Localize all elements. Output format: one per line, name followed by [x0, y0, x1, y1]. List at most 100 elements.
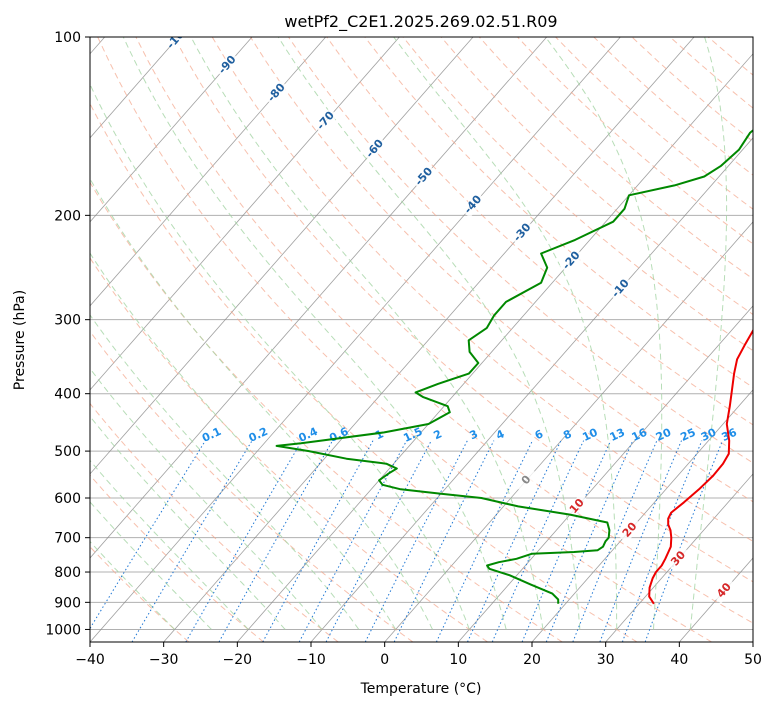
dry-adiabat-line — [135, 37, 753, 624]
pressure-gridlines — [90, 37, 753, 630]
y-tick-label: 400 — [54, 387, 81, 403]
mixing-ratio-line — [298, 440, 408, 642]
y-tick-label: 700 — [54, 531, 81, 547]
x-axis-ticks: −40 −30 −20 −10 0 10 20 30 40 50 — [75, 642, 762, 668]
x-tick-label: 50 — [744, 652, 762, 668]
x-tick-label: 0 — [380, 652, 389, 668]
x-tick-label: −10 — [296, 652, 326, 668]
moist-adiabat-line — [90, 314, 360, 630]
isotherm-line — [90, 37, 474, 475]
mixing-ratio-line — [262, 440, 374, 642]
dry-adiabat-line — [90, 102, 638, 642]
y-tick-label: 300 — [54, 313, 81, 329]
mixing-ratio-line — [393, 440, 495, 642]
isotherm-label-bg — [617, 517, 643, 544]
x-tick-label: 20 — [523, 652, 541, 668]
dewpoint-line — [275, 129, 753, 604]
y-tick-label: 1000 — [45, 622, 81, 638]
moist-adiabat-line — [90, 415, 286, 630]
mixing-ratio-label: 10 — [580, 426, 600, 444]
mixing-ratio-label: 25 — [678, 426, 697, 444]
mixing-ratio-line — [218, 440, 334, 642]
dry-adiabat-line — [326, 37, 753, 426]
isotherm-label-bg — [711, 577, 737, 604]
isotherm-label-bg — [608, 275, 634, 302]
y-axis-title: Pressure (hPa) — [12, 290, 28, 390]
moist-adiabat-line — [90, 367, 323, 630]
isotherm-label-bg — [460, 191, 486, 218]
dry-adiabat-line — [90, 181, 563, 642]
plot-area: -100-90-80-70-60-50-40-30-20-10010203040… — [90, 37, 753, 642]
moist-adiabat-line — [122, 37, 507, 630]
isotherm-lines — [90, 37, 753, 642]
y-tick-label: 500 — [54, 444, 81, 460]
moist-adiabat-line — [90, 252, 397, 630]
mixing-ratio-line — [185, 440, 303, 642]
x-tick-label: −20 — [223, 652, 253, 668]
dry-adiabat-line — [90, 474, 264, 642]
moist-adiabat-line — [393, 37, 618, 630]
isotherm-line — [90, 37, 400, 391]
dry-adiabat-line — [97, 37, 712, 642]
x-tick-label: 10 — [449, 652, 467, 668]
moist-adiabat-line — [689, 37, 728, 630]
moist-adiabat-line — [90, 83, 470, 630]
y-tick-label: 800 — [54, 565, 81, 581]
isotherm-line — [458, 305, 753, 642]
isotherm-label-bg — [313, 107, 339, 134]
plot-frame — [89, 36, 754, 643]
isotherm-line — [90, 37, 621, 642]
isotherm-label-bg — [514, 467, 539, 494]
mixing-ratio-label: 30 — [699, 426, 719, 444]
moist-adiabat-line — [277, 37, 581, 630]
mixing-ratio-line — [491, 440, 585, 642]
y-tick-label: 100 — [54, 30, 81, 46]
isotherm-label-bg — [362, 135, 388, 162]
mixing-ratio-line — [521, 440, 612, 642]
dry-adiabat-line — [211, 37, 753, 542]
x-tick-label: 40 — [670, 652, 688, 668]
isotherm-label-bg — [559, 247, 585, 274]
isotherm-line — [605, 473, 753, 642]
dry-adiabat-line — [249, 37, 753, 503]
y-tick-label: 200 — [54, 208, 81, 224]
mixing-ratio-label: 20 — [654, 426, 674, 444]
isotherm-label-bg — [564, 493, 590, 520]
y-axis-ticks: 100 200 300 400 500 600 700 800 900 1000 — [45, 30, 90, 638]
dry-adiabat-line — [288, 37, 753, 464]
moist-adiabat-line — [90, 459, 249, 630]
isotherm-label-bg — [510, 219, 535, 246]
isotherm-label-bg — [264, 79, 290, 106]
y-tick-label: 600 — [54, 491, 81, 507]
isotherm-label-bg — [165, 37, 191, 50]
moist-adiabat-line — [545, 37, 663, 630]
dry-adiabat-line — [90, 257, 488, 642]
x-axis-title: Temperature (°C) — [360, 681, 482, 697]
mixing-ratio-line — [364, 440, 468, 642]
isotherm-line — [90, 37, 327, 307]
mixing-ratio-label: 16 — [630, 426, 650, 444]
isotherm-line — [531, 389, 753, 642]
dry-adiabat-line — [90, 330, 414, 642]
mixing-ratio-line — [131, 440, 253, 642]
isotherm-line — [384, 221, 753, 642]
isotherm-label-bg — [411, 163, 437, 190]
isotherm-label-bg — [215, 52, 241, 78]
y-tick-label: 900 — [54, 595, 81, 611]
isotherm-label-bg — [666, 545, 692, 572]
sounding-series — [275, 129, 753, 605]
isotherm-line — [163, 37, 695, 642]
temperature-line — [648, 328, 753, 605]
x-tick-label: 30 — [597, 652, 615, 668]
isotherm-line — [90, 37, 253, 223]
mixing-ratio-line — [90, 440, 206, 630]
isotherm-line — [237, 53, 753, 642]
mixing-ratio-line — [545, 440, 634, 642]
mixing-ratio-label: 13 — [608, 426, 627, 444]
isotherm-line — [90, 37, 548, 559]
dry-adiabat-line — [173, 37, 753, 583]
dry-adiabat-lines — [90, 37, 753, 642]
dry-adiabat-line — [90, 546, 190, 642]
